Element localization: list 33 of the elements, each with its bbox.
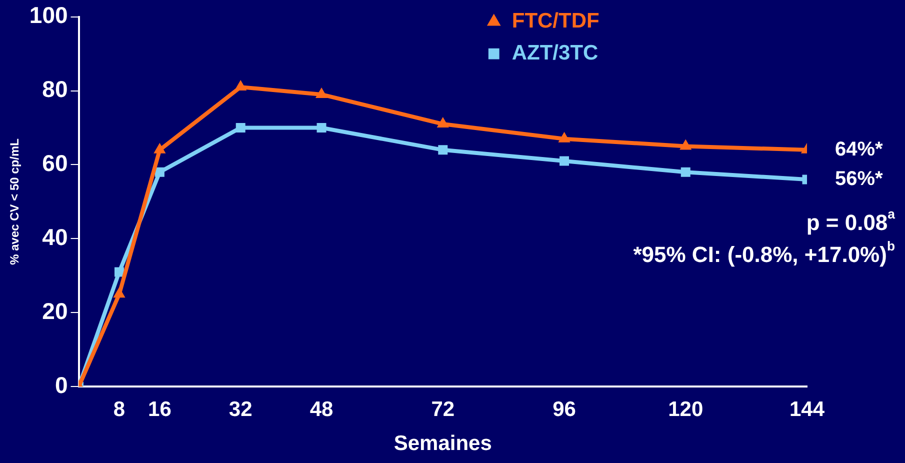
point bbox=[234, 80, 246, 91]
x-tick-label: 72 bbox=[431, 398, 455, 421]
y-tick-label: 0 bbox=[54, 372, 68, 398]
point bbox=[236, 123, 246, 132]
point bbox=[154, 143, 166, 154]
x-tick-label: 32 bbox=[228, 398, 252, 421]
y-tick-label: 40 bbox=[42, 224, 68, 250]
x-tick-label: 144 bbox=[789, 398, 825, 421]
point bbox=[316, 88, 328, 98]
point bbox=[558, 132, 570, 142]
point bbox=[560, 156, 569, 166]
point bbox=[437, 118, 449, 128]
y-axis-title: % avec CV < 50 cp/mL bbox=[8, 138, 22, 265]
point bbox=[114, 288, 125, 298]
x-tick-label: 16 bbox=[148, 398, 172, 421]
point bbox=[154, 167, 164, 177]
y-tick-label: 100 bbox=[29, 2, 68, 28]
annotation: 56%* bbox=[835, 168, 884, 190]
x-axis-title: Semaines bbox=[394, 432, 492, 456]
y-tick-label: 20 bbox=[42, 298, 68, 324]
point bbox=[316, 123, 326, 132]
x-tick-label: 48 bbox=[310, 398, 334, 421]
y-tick-label: 60 bbox=[42, 150, 68, 176]
annotation: 64%* bbox=[835, 138, 884, 160]
legend-label: FTC/TDF bbox=[512, 10, 600, 33]
y-tick-label: 80 bbox=[42, 76, 68, 102]
x-tick-label: 120 bbox=[668, 398, 704, 421]
point bbox=[438, 145, 448, 155]
point bbox=[680, 167, 690, 177]
x-tick-label: 8 bbox=[113, 398, 126, 421]
point bbox=[680, 140, 692, 150]
x-tick-label: 96 bbox=[552, 398, 576, 421]
legend-label: AZT/3TC bbox=[512, 42, 598, 65]
